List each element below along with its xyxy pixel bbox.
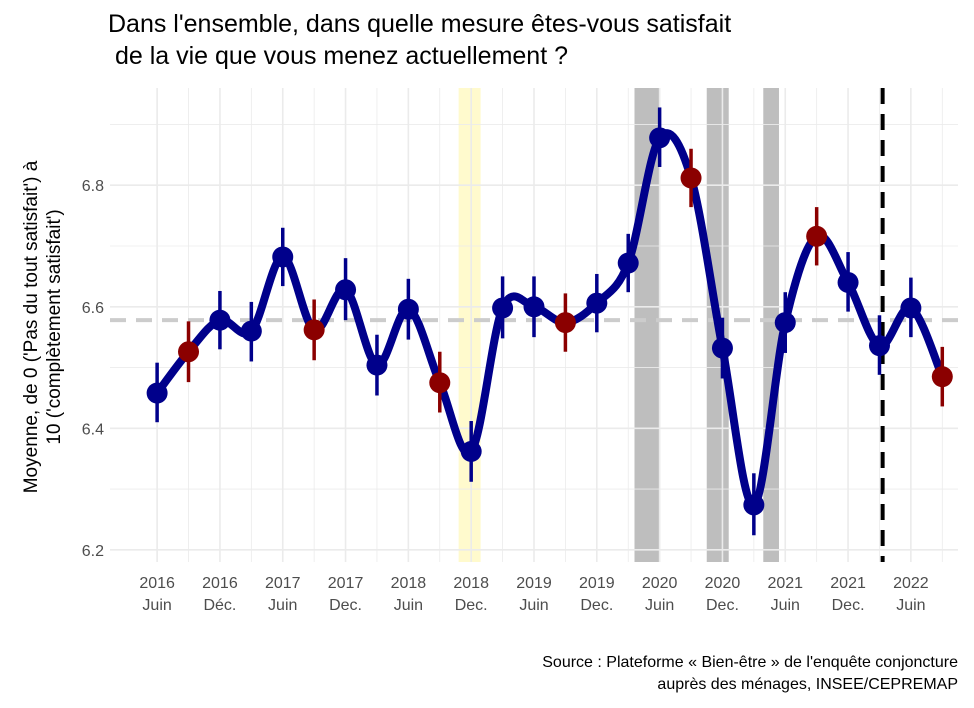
x-tick-label-period: Dec.	[455, 597, 488, 614]
shaded-band-1	[458, 88, 481, 562]
data-point-highlight-18	[680, 167, 702, 189]
chart-title-line-2: de la vie que vous menez actuellement ?	[108, 42, 568, 70]
data-point-7	[335, 279, 357, 301]
data-point-1	[146, 382, 168, 404]
data-point-17	[649, 127, 671, 149]
y-axis-label: Moyenne, de 0 ('Pas du tout satisfait') …	[21, 160, 65, 493]
x-tick-label-year: 2019	[579, 575, 615, 592]
chart-title-line-1: Dans l'ensemble, dans quelle mesure êtes…	[108, 10, 732, 38]
data-point-highlight-6	[303, 319, 325, 341]
x-tick-label-year: 2017	[328, 575, 364, 592]
x-tick-label-year: 2019	[516, 575, 552, 592]
x-tick-label-period: Déc.	[203, 597, 236, 614]
data-point-21	[774, 312, 796, 334]
x-tick-label-year: 2021	[767, 575, 803, 592]
data-point-highlight-26	[931, 366, 953, 388]
data-point-16	[617, 252, 639, 274]
x-tick-label-year: 2018	[391, 575, 427, 592]
data-point-3	[209, 309, 231, 331]
data-point-highlight-22	[806, 225, 828, 247]
data-point-highlight-14	[554, 312, 576, 334]
x-tick-label-period: Juin	[519, 597, 548, 614]
x-tick-label-year: 2020	[705, 575, 741, 592]
source-caption-line-1: Source : Plateforme « Bien-être » de l'e…	[542, 654, 958, 671]
data-point-13	[523, 296, 545, 318]
x-tick-label-period: Dec.	[329, 597, 362, 614]
x-tick-label-period: Juin	[896, 597, 925, 614]
data-points	[146, 127, 953, 516]
data-point-highlight-10	[429, 372, 451, 394]
y-axis-label-line-1: Moyenne, de 0 ('Pas du tout satisfait') …	[21, 160, 42, 493]
x-tick-label-year: 2022	[893, 575, 929, 592]
x-tick-label-period: Juin	[771, 597, 800, 614]
x-tick-labels: 2016 Juin 2016 Déc. 2017 Juin 2017 Dec. 2018 Juin…	[139, 575, 928, 614]
x-tick-label-year: 2021	[830, 575, 866, 592]
x-tick-label-period: Juin	[394, 597, 423, 614]
x-tick-label-year: 2017	[265, 575, 301, 592]
y-tick-label: 6.2	[82, 543, 104, 560]
y-tick-label: 6.8	[82, 178, 104, 195]
data-point-8	[366, 354, 388, 376]
data-point-5	[272, 246, 294, 268]
source-caption: Source : Plateforme « Bien-être » de l'e…	[338, 652, 958, 696]
chart-title: Dans l'ensemble, dans quelle mesure êtes…	[108, 8, 948, 72]
data-point-highlight-2	[178, 341, 200, 363]
x-tick-label-year: 2016	[139, 575, 175, 592]
y-axis-label-line-2: 10 ('complètement satisfait')	[44, 209, 65, 444]
data-point-4	[240, 320, 262, 342]
x-tick-label-year: 2020	[642, 575, 678, 592]
source-caption-line-2: auprès des ménages, INSEE/CEPREMAP	[657, 676, 958, 693]
x-tick-label-year: 2018	[453, 575, 489, 592]
data-point-9	[397, 298, 419, 320]
x-tick-label-period: Juin	[268, 597, 297, 614]
x-tick-label-period: Dec.	[580, 597, 613, 614]
data-point-11	[460, 440, 482, 462]
data-point-23	[837, 271, 859, 293]
data-point-15	[586, 292, 608, 314]
y-tick-label: 6.6	[82, 300, 104, 317]
data-point-25	[900, 297, 922, 319]
shaded-bands	[458, 88, 779, 562]
data-point-12	[492, 297, 514, 319]
x-tick-label-period: Juin	[645, 597, 674, 614]
x-tick-label-year: 2016	[202, 575, 238, 592]
data-point-20	[743, 494, 765, 516]
y-tick-label: 6.4	[82, 421, 104, 438]
y-tick-labels: 6.2 6.4 6.6 6.8	[82, 178, 104, 560]
x-tick-label-period: Dec.	[832, 597, 865, 614]
data-point-19	[711, 337, 733, 359]
x-tick-label-period: Dec.	[706, 597, 739, 614]
data-point-24	[868, 335, 890, 357]
x-tick-label-period: Juin	[142, 597, 171, 614]
